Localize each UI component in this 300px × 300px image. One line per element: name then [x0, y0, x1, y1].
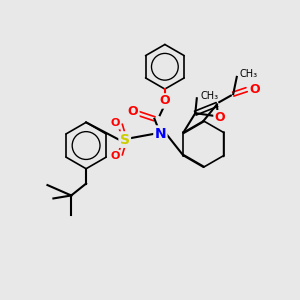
Text: O: O	[160, 94, 170, 107]
Text: O: O	[250, 83, 260, 96]
Text: N: N	[154, 127, 166, 141]
Text: S: S	[120, 133, 130, 147]
Text: O: O	[214, 111, 225, 124]
Text: O: O	[128, 105, 138, 118]
Text: O: O	[110, 118, 120, 128]
Text: O: O	[110, 151, 120, 161]
Text: CH₃: CH₃	[239, 69, 257, 79]
Text: CH₃: CH₃	[200, 91, 218, 101]
